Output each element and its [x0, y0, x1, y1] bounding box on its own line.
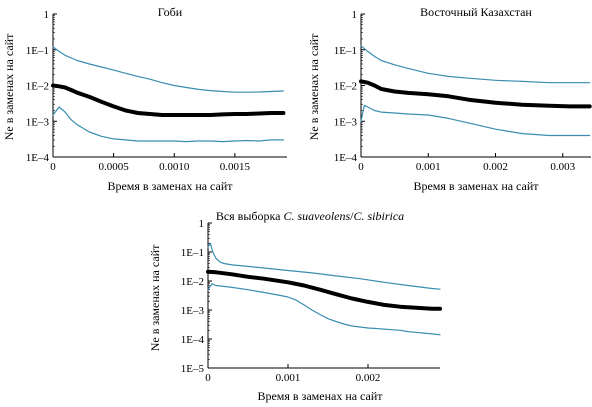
title-separator: /	[350, 209, 354, 223]
x-tick-label: 0	[358, 161, 364, 173]
y-tick-label: 1	[352, 9, 358, 21]
x-tick-label: 0.0010	[159, 161, 190, 173]
y-axis-label: Ne в заменах на сайт	[148, 244, 162, 351]
x-tick-label: 0.001	[276, 372, 301, 384]
y-tick-label: 1E–5	[181, 363, 205, 375]
x-tick-label: 0	[50, 161, 56, 173]
series-line-median	[359, 79, 592, 109]
series-line-median	[206, 269, 442, 311]
y-tick-label: 1E–3	[334, 116, 358, 128]
title-prefix: Вся выборка	[216, 209, 284, 223]
x-tick-label: 0.002	[356, 372, 381, 384]
x-axis-label: Время в заменах на сайт	[107, 179, 233, 193]
x-tick-label: 0.001	[416, 161, 441, 173]
series-line-bound	[52, 106, 284, 143]
series-line-median	[51, 83, 286, 117]
chart-panel-gobi: Гоби Время в заменах на сайт Ne в замена…	[2, 5, 287, 193]
x-tick-label: 0	[205, 372, 211, 384]
title-species-2: C. sibirica	[354, 209, 405, 223]
x-tick-label: 0.002	[483, 161, 508, 173]
y-tick-label: 1	[199, 218, 205, 230]
y-axis-label: Ne в заменах на сайт	[307, 33, 321, 140]
x-axis-label: Время в заменах на сайт	[257, 389, 383, 403]
chart-title: Вся выборка C. suaveolens/C. sibirica	[216, 209, 404, 223]
y-tick-label: 1E–2	[181, 276, 204, 288]
series-line-bound	[207, 283, 441, 336]
title-species-1: C. suaveolens	[284, 209, 351, 223]
y-tick-label: 1E–4	[26, 152, 50, 164]
chart-title: Восточный Казахстан	[420, 5, 532, 19]
y-axis-label: Ne в заменах на сайт	[2, 33, 16, 140]
y-tick-label: 1E–4	[334, 152, 358, 164]
series-line-bound	[207, 242, 441, 290]
y-tick-label: 1E–1	[334, 45, 357, 57]
y-tick-label: 1E–2	[334, 81, 357, 93]
series-line-bound	[52, 46, 284, 93]
y-tick-label: 1E–3	[181, 305, 205, 317]
chart-panel-whole-sample: Вся выборка C. suaveolens/C. sibirica Вр…	[148, 209, 442, 403]
chart-title: Гоби	[158, 5, 183, 19]
y-tick-label: 1E–2	[26, 81, 49, 93]
x-tick-label: 0.0015	[220, 161, 251, 173]
y-tick-label: 1E–3	[26, 116, 50, 128]
chart-panel-east-kazakhstan: Восточный Казахстан Время в заменах на с…	[307, 5, 592, 193]
x-tick-label: 0.0005	[98, 161, 129, 173]
x-axis-label: Время в заменах на сайт	[413, 179, 539, 193]
series-line-bound	[360, 104, 591, 137]
y-tick-label: 1	[44, 9, 50, 21]
y-tick-label: 1E–1	[181, 247, 204, 259]
series-line-bound	[360, 45, 591, 84]
x-tick-label: 0.003	[550, 161, 575, 173]
y-tick-label: 1E–4	[181, 334, 205, 346]
y-tick-label: 1E–1	[26, 45, 49, 57]
